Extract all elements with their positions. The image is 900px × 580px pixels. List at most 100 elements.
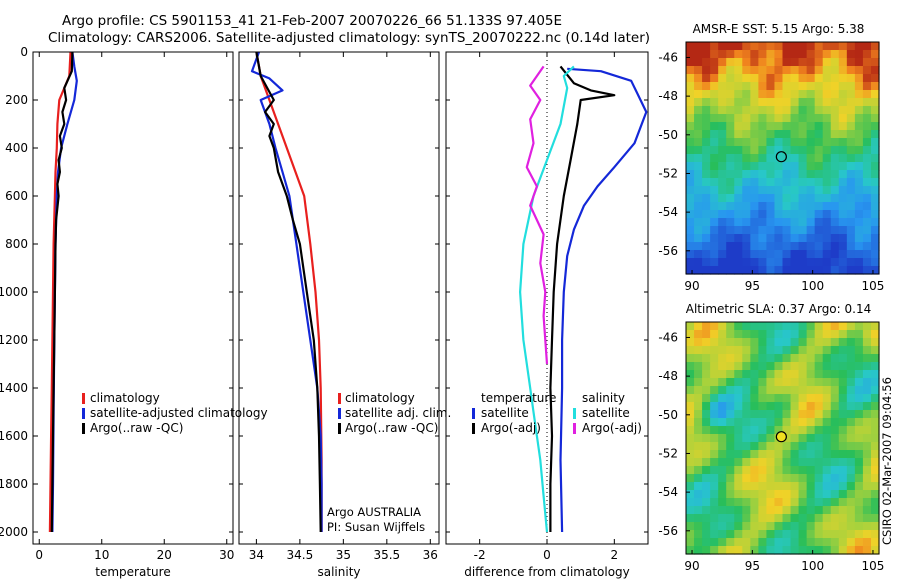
map-cell: [782, 458, 792, 467]
map-cell: [790, 42, 800, 51]
map-cell: [750, 330, 759, 339]
map-cell: [734, 178, 743, 187]
map-cell: [862, 410, 872, 419]
map-cell: [830, 490, 840, 499]
map-cell: [822, 98, 832, 107]
map-cell: [798, 90, 808, 99]
difference-legend: temperaturesatelliteArgo(-adj)salinitysa…: [472, 391, 642, 435]
map-cell: [798, 330, 808, 339]
map-cell: [814, 474, 824, 483]
map-cell: [734, 194, 743, 203]
map-cell: [830, 66, 840, 75]
map-cell: [790, 58, 800, 67]
map-cell: [830, 106, 840, 115]
map-cell: [758, 178, 768, 187]
map-cell: [774, 226, 784, 235]
map-cell: [734, 58, 743, 67]
map-cell: [782, 98, 792, 107]
map-cell: [798, 258, 808, 267]
map-cell: [750, 226, 759, 235]
map-cell: [790, 210, 800, 219]
map-cell: [766, 474, 776, 483]
map-cell: [870, 458, 880, 467]
map-cell: [790, 122, 800, 131]
map-cell: [726, 258, 735, 267]
map-cell: [774, 450, 784, 459]
x-tick-label: 90: [684, 559, 699, 573]
map-cell: [718, 482, 727, 491]
map-cell: [798, 114, 808, 123]
map-cell: [742, 458, 751, 467]
map-cell: [790, 130, 800, 139]
map-cell: [742, 410, 751, 419]
map-cell: [702, 402, 711, 411]
map-cell: [694, 338, 703, 347]
map-cell: [694, 106, 703, 115]
map-cell: [766, 346, 776, 355]
map-cell: [686, 522, 695, 531]
y-tick-label: 1400: [0, 381, 28, 395]
map-cell: [862, 162, 872, 171]
map-cell: [758, 466, 768, 475]
map-cell: [846, 474, 856, 483]
map-cell: [742, 154, 751, 163]
map-cell: [846, 482, 856, 491]
map-cell: [702, 266, 711, 275]
map-cell: [862, 202, 872, 211]
map-cell: [750, 266, 759, 275]
map-cell: [686, 266, 695, 275]
map-cell: [766, 226, 776, 235]
map-cell: [766, 202, 776, 211]
map-cell: [862, 346, 872, 355]
map-cell: [758, 514, 768, 523]
map-cell: [846, 530, 856, 539]
map-cell: [814, 146, 824, 155]
map-cell: [870, 322, 880, 331]
map-cell: [734, 250, 743, 259]
map-cell: [830, 194, 840, 203]
map-cell: [798, 426, 808, 435]
legend-swatch: [82, 408, 85, 419]
map-cell: [870, 58, 880, 67]
map-cell: [694, 330, 703, 339]
map-cell: [718, 490, 727, 499]
map-cell: [710, 394, 719, 403]
map-cell: [710, 370, 719, 379]
map-cell: [790, 354, 800, 363]
map-cell: [782, 250, 792, 259]
map-cell: [814, 50, 824, 59]
legend-label: climatology: [345, 391, 415, 405]
map-cell: [870, 242, 880, 251]
map-cell: [694, 410, 703, 419]
map-cell: [774, 162, 784, 171]
map-cell: [854, 426, 864, 435]
map-cell: [814, 378, 824, 387]
map-cell: [846, 242, 856, 251]
map-cell: [854, 450, 864, 459]
map-cell: [790, 258, 800, 267]
map-cell: [742, 426, 751, 435]
map-cell: [710, 266, 719, 275]
map-cell: [774, 490, 784, 499]
map-cell: [766, 82, 776, 91]
map-cell: [726, 82, 735, 91]
map-cell: [718, 146, 727, 155]
map-cell: [758, 82, 768, 91]
map-cell: [758, 162, 768, 171]
map-cell: [774, 202, 784, 211]
map-cell: [814, 530, 824, 539]
map-cell: [854, 50, 864, 59]
map-cell: [694, 506, 703, 515]
map-cell: [734, 242, 743, 251]
y-tick-label: 2000: [0, 525, 28, 539]
map-cell: [846, 50, 856, 59]
map-cell: [870, 258, 880, 267]
map-cell: [734, 506, 743, 515]
map-cell: [750, 194, 759, 203]
figure-title-line-1: Argo profile: CS 5901153_41 21-Feb-2007 …: [62, 13, 563, 29]
map-cell: [734, 514, 743, 523]
map-cell: [718, 202, 727, 211]
map-cell: [750, 74, 759, 83]
map-cell: [782, 466, 792, 475]
